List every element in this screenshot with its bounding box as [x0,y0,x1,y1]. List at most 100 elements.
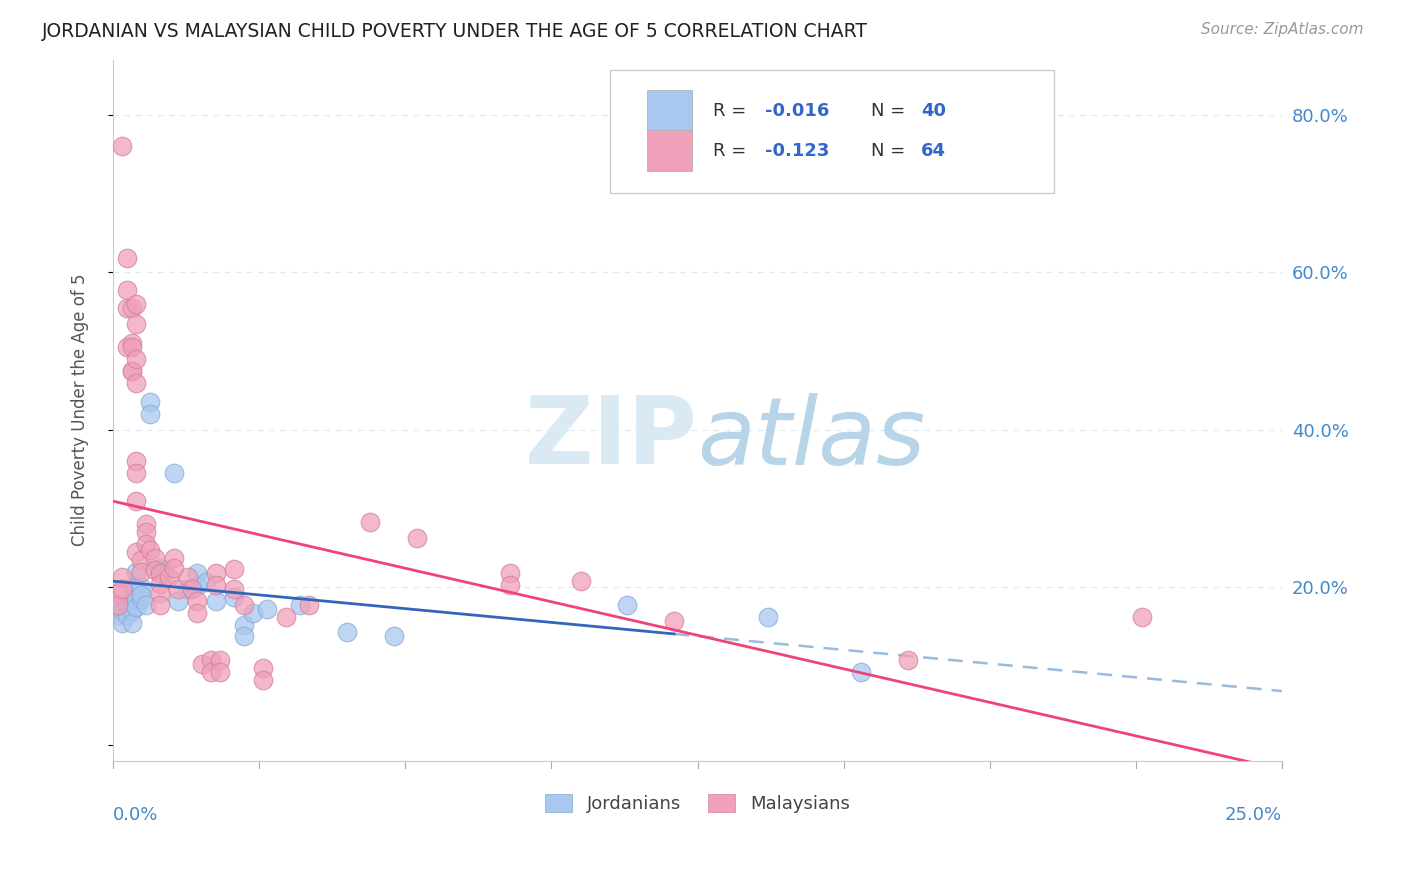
Point [121,364,143,378]
FancyBboxPatch shape [610,70,1054,193]
Point [125,600,148,615]
Point [186,579,208,593]
Point [121,340,143,354]
Point [125,581,148,595]
Point [121,615,143,630]
Point [129,588,152,602]
Point [121,364,143,378]
Y-axis label: Child Poverty Under the Age of 5: Child Poverty Under the Age of 5 [72,274,89,547]
Text: N =: N = [870,142,911,160]
Point [897,653,920,667]
Point [125,493,148,508]
Point [224,582,246,596]
Text: atlas: atlas [697,392,925,483]
Point [135,525,157,540]
Point [125,565,148,579]
Text: Source: ZipAtlas.com: Source: ZipAtlas.com [1201,22,1364,37]
Point [139,395,162,409]
Point [200,665,222,679]
Point [204,594,226,608]
Point [252,661,274,675]
Point [111,604,134,618]
Point [195,574,218,589]
Point [135,517,157,532]
Point [252,673,274,687]
Point [115,283,138,297]
Point [499,566,522,581]
Point [121,301,143,315]
Point [204,578,226,592]
Point [111,570,134,584]
Text: N =: N = [870,102,911,120]
Point [121,581,143,595]
Point [149,561,172,575]
Point [125,297,148,311]
Point [129,592,152,607]
Point [149,576,172,591]
Point [143,551,166,566]
Point [125,376,148,390]
Point [176,582,198,596]
Point [186,566,208,581]
Point [336,625,359,640]
FancyBboxPatch shape [647,130,692,171]
Point [107,586,129,600]
Point [125,592,148,607]
Point [135,537,157,551]
Point [149,566,172,581]
Point [115,251,138,265]
Point [851,665,873,679]
Point [125,454,148,468]
Point [662,614,685,628]
Point [382,629,405,643]
Point [186,594,208,608]
Point [1130,609,1153,624]
Point [107,600,129,615]
Point [121,592,143,607]
Point [157,570,180,584]
Point [359,515,381,529]
Text: 0.0%: 0.0% [112,806,159,824]
Point [406,531,429,545]
Point [153,566,176,581]
Point [115,608,138,623]
Text: -0.123: -0.123 [765,142,830,160]
Point [125,545,148,559]
Text: ZIP: ZIP [524,392,697,484]
Point [167,582,190,596]
Point [232,617,254,632]
Point [115,340,138,354]
Text: R =: R = [713,102,752,120]
Point [111,582,134,596]
Point [115,301,138,315]
Point [163,467,186,481]
Legend: Jordanians, Malaysians: Jordanians, Malaysians [536,785,859,822]
Point [190,657,212,671]
Point [163,550,186,565]
Point [242,606,264,620]
Point [288,598,311,612]
Point [232,629,254,643]
Point [256,601,278,615]
Point [756,609,779,624]
Point [125,467,148,481]
Point [107,608,129,623]
Point [176,570,198,584]
Point [499,578,522,592]
Point [186,606,208,620]
Point [232,598,254,612]
Point [181,582,204,596]
Point [149,598,172,612]
Point [121,604,143,618]
Point [224,590,246,604]
Text: R =: R = [713,142,752,160]
Point [135,598,157,612]
Point [125,351,148,366]
Text: 25.0%: 25.0% [1225,806,1282,824]
Point [107,598,129,612]
Point [167,594,190,608]
FancyBboxPatch shape [647,90,692,131]
Point [224,562,246,576]
Point [616,598,638,612]
Point [129,565,152,579]
